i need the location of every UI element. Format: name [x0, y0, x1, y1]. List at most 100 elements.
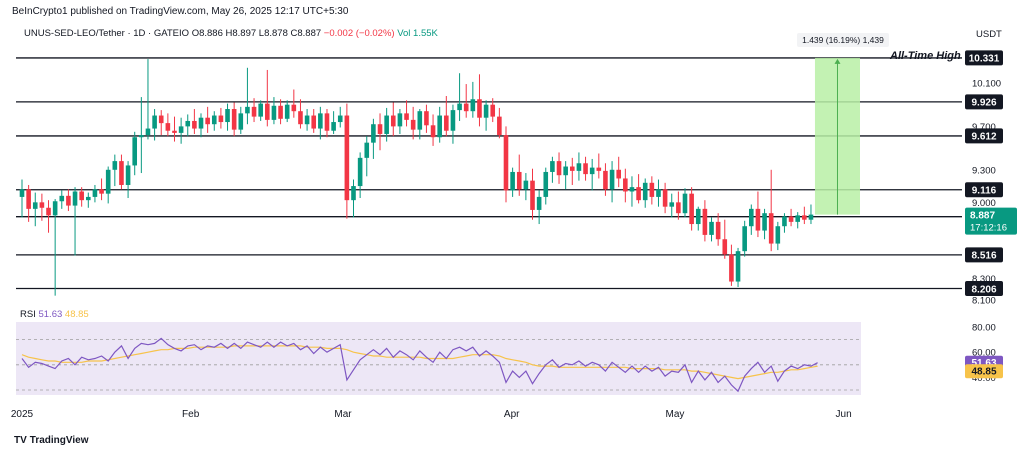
- candle-body: [656, 189, 661, 197]
- measure-label: 1.439 (16.19%) 1,439: [797, 33, 889, 47]
- level-badge-label: 9.612: [971, 132, 996, 143]
- candle-body: [682, 193, 688, 214]
- ohlc-low: L8.878: [258, 28, 288, 39]
- brand-name: TradingView: [29, 435, 89, 446]
- time-tick-label: Mar: [334, 409, 352, 420]
- candle-body: [444, 115, 449, 131]
- candle-body: [410, 119, 416, 130]
- candle-body: [99, 189, 104, 194]
- candle-body: [782, 216, 787, 227]
- last-price-label: 8.887: [970, 211, 995, 222]
- time-tick-label: Apr: [504, 409, 520, 420]
- price-tick-label: 9.000: [972, 198, 996, 209]
- currency-label[interactable]: USDT: [976, 29, 1002, 40]
- candle-body: [616, 169, 621, 179]
- candle-body: [636, 187, 641, 201]
- time-tick-label: Jun: [836, 409, 852, 420]
- candle-body: [695, 208, 701, 225]
- candle-body: [218, 115, 224, 123]
- candle-body: [390, 115, 396, 127]
- rsi-ma-value: 48.85: [64, 309, 89, 320]
- candle-body: [768, 213, 774, 244]
- candle-body: [516, 171, 522, 190]
- candle-body: [729, 254, 734, 282]
- candle-body: [351, 186, 356, 201]
- price-tick-label: 9.300: [972, 165, 996, 176]
- candle-body: [86, 196, 91, 201]
- candle-body: [172, 130, 177, 133]
- candle-body: [245, 106, 250, 114]
- rsi-axis[interactable]: 80.00 60.00 40.00: [972, 323, 996, 384]
- candle-body: [284, 104, 290, 119]
- candle-body: [139, 135, 144, 138]
- time-tick-label: 2025: [11, 409, 34, 420]
- candle-body: [265, 103, 270, 120]
- candle-body: [662, 189, 668, 207]
- level-badge: [965, 128, 1003, 144]
- candle-body: [483, 104, 489, 118]
- time-tick-label: May: [665, 409, 684, 420]
- candle-body: [702, 208, 708, 235]
- rsi-value: 51.63: [38, 309, 63, 320]
- rsi-ma-line: [21, 345, 818, 380]
- candle-body: [497, 116, 502, 136]
- candle-body: [755, 208, 761, 231]
- rsi-ma-badge: [965, 364, 1003, 379]
- rsi-lines: [16, 337, 861, 393]
- candle-body: [775, 226, 781, 244]
- candle-body: [583, 163, 588, 175]
- candle-body: [749, 208, 754, 227]
- candle-body: [66, 195, 71, 206]
- candle-body: [523, 180, 529, 190]
- candle-body: [762, 213, 767, 231]
- publisher-line: BeInCrypto1 published on TradingView.com…: [12, 6, 349, 17]
- candle-body: [802, 215, 807, 220]
- candle-body: [623, 178, 628, 192]
- candle-body: [357, 157, 363, 187]
- candle-body: [271, 105, 277, 120]
- price-axis[interactable]: 8.100 8.300 9.000 9.300 9.700 10.100: [972, 78, 1001, 306]
- candle-body: [119, 161, 124, 185]
- ohlc-open: O8.886: [191, 28, 223, 39]
- candle-body: [510, 171, 515, 191]
- candle-body: [318, 113, 323, 129]
- candle-body: [79, 191, 84, 201]
- price-tick-label: 10.100: [972, 78, 1001, 89]
- candle-body: [424, 111, 429, 126]
- candle-body: [298, 111, 303, 125]
- time-axis[interactable]: 2025 Feb Mar Apr May Jun: [11, 409, 852, 420]
- candle-body: [536, 196, 542, 210]
- candle-body: [676, 202, 681, 214]
- candle-body: [158, 115, 164, 124]
- candle-body: [609, 169, 615, 190]
- time-tick-label: Feb: [182, 409, 200, 420]
- candle-body: [377, 124, 383, 134]
- candle-body: [211, 115, 217, 125]
- candle-body: [530, 180, 535, 210]
- candle-body: [291, 104, 297, 112]
- level-badge: [965, 247, 1003, 263]
- rsi-legend: RSI 51.63 48.85: [20, 309, 89, 320]
- candle-body: [808, 214, 814, 220]
- candle-body: [198, 117, 204, 129]
- candle-body: [596, 167, 602, 171]
- candle-body: [715, 221, 721, 240]
- candle-body: [649, 182, 655, 197]
- candle-body: [324, 113, 330, 131]
- rsi-tick-label: 60.00: [972, 348, 996, 359]
- candle-body: [225, 109, 230, 123]
- candle-body: [32, 202, 38, 209]
- candle-body: [26, 189, 31, 209]
- candle-body: [331, 122, 336, 131]
- ohlc-high: H8.897: [225, 28, 257, 39]
- candle-body: [145, 128, 151, 136]
- candle-body: [384, 115, 389, 134]
- countdown-label: 17:12:16: [970, 223, 1007, 234]
- candle-body: [450, 110, 456, 131]
- tradingview-brand[interactable]: TV TradingView: [14, 435, 89, 446]
- rsi-title: RSI: [20, 309, 36, 320]
- candle-body: [19, 189, 25, 197]
- candle-body: [722, 239, 728, 255]
- candle-body: [152, 115, 157, 129]
